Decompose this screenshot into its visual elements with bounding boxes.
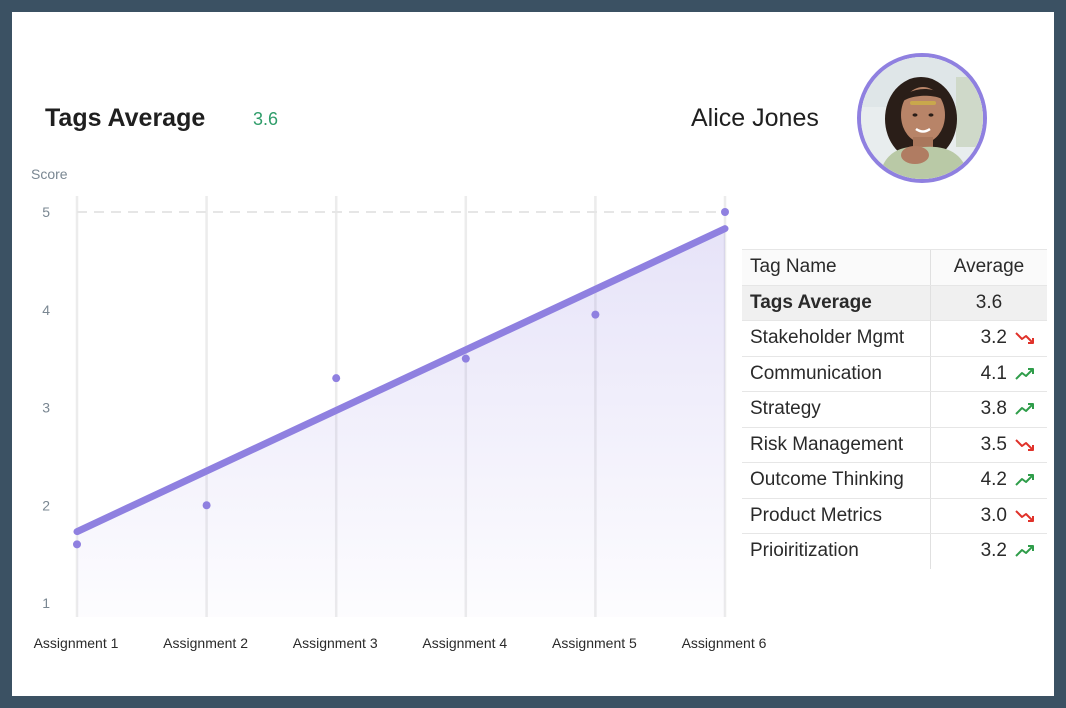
table-row: Strategy 3.8 xyxy=(742,391,1047,428)
summary-name: Tags Average xyxy=(742,285,931,321)
x-tick-label: Assignment 1 xyxy=(34,635,119,651)
table-row: Product Metrics 3.0 xyxy=(742,498,1047,534)
tag-name: Communication xyxy=(742,356,931,392)
y-tick-label: 1 xyxy=(42,595,50,611)
data-point xyxy=(461,354,470,363)
tag-name: Outcome Thinking xyxy=(742,462,931,499)
tag-name: Prioiritization xyxy=(750,540,859,562)
table-row: Stakeholder Mgmt 3.2 xyxy=(742,320,1047,357)
data-point xyxy=(591,310,600,319)
y-tick-label: 2 xyxy=(42,497,50,513)
tag-name: Stakeholder Mgmt xyxy=(742,320,931,357)
trend-up-icon xyxy=(1015,474,1034,486)
tags-average-value: 3.6 xyxy=(253,109,279,129)
table-header-row: Tag Name Average xyxy=(742,249,1047,286)
tag-average: 3.0 xyxy=(930,498,1047,534)
trend-up-icon xyxy=(1015,403,1034,415)
table-row: Outcome Thinking 4.2 xyxy=(742,462,1047,499)
tag-name: Risk Management xyxy=(742,427,931,463)
tag-name: Product Metrics xyxy=(742,498,931,534)
trend-up-icon xyxy=(1015,545,1034,557)
x-tick-label: Assignment 5 xyxy=(552,635,637,651)
column-header-average[interactable]: Average xyxy=(930,249,1047,286)
trend-line xyxy=(73,225,729,536)
tag-average-value: 3.8 xyxy=(980,398,1007,420)
tag-average-value: 3.2 xyxy=(980,540,1007,562)
avatar-image xyxy=(861,57,983,179)
tags-table: Tag Name Average Tags Average 3.6 Stakeh… xyxy=(742,249,1047,569)
avatar xyxy=(857,53,987,183)
score-chart: Score 1 2 3 4 5 Assignment 1 Assignment 2 Assign… xyxy=(12,162,772,662)
tag-average: 4.1 xyxy=(930,356,1047,392)
data-point xyxy=(202,501,211,510)
data-point xyxy=(73,540,81,549)
x-tick-label: Assignment 4 xyxy=(422,635,507,651)
data-point xyxy=(721,208,729,216)
trend-down-icon xyxy=(1015,510,1034,522)
y-axis-title: Score xyxy=(31,166,68,182)
tag-average-value: 3.0 xyxy=(980,504,1007,526)
table-row: Risk Management 3.5 xyxy=(742,427,1047,463)
table-row: Communication 4.1 xyxy=(742,356,1047,392)
summary-value: 3.6 xyxy=(930,285,1047,321)
tag-name: Strategy xyxy=(742,391,931,428)
x-tick-label: Assignment 2 xyxy=(163,635,248,651)
score-chart-svg: Score 1 2 3 4 5 Assignment 1 Assignment 2 Assign… xyxy=(31,166,767,651)
column-header-tag-name[interactable]: Tag Name xyxy=(742,249,931,286)
x-tick-label: Assignment 3 xyxy=(293,635,378,651)
dashboard-card: Tags Average 3.6 Alice Jones Score 1 2 3 4 5 A… xyxy=(12,12,1054,696)
page-title: Tags Average xyxy=(45,104,206,132)
tag-average: 4.2 xyxy=(930,462,1047,499)
y-tick-label: 3 xyxy=(42,400,50,416)
trend-area xyxy=(77,228,725,617)
tag-average-value: 4.1 xyxy=(980,362,1007,384)
trend-down-icon xyxy=(1015,332,1034,345)
y-tick-label: 5 xyxy=(42,204,50,220)
user-name: Alice Jones xyxy=(691,104,819,132)
tag-average-value: 3.5 xyxy=(980,433,1007,455)
data-point xyxy=(332,374,341,383)
tag-average-value: 3.2 xyxy=(980,327,1007,349)
tag-average: 3.8 xyxy=(930,391,1047,428)
table-row: Prioiritization 3.2 xyxy=(742,533,1047,569)
tag-average: 3.2 xyxy=(930,320,1047,357)
x-tick-label: Assignment 6 xyxy=(682,635,767,651)
tag-average: 3.5 xyxy=(930,427,1047,463)
y-tick-label: 4 xyxy=(42,302,50,318)
tag-average-value: 4.2 xyxy=(980,469,1007,491)
trend-up-icon xyxy=(1015,367,1034,380)
trend-down-icon xyxy=(1015,439,1034,451)
tag-average: 3.2 xyxy=(930,533,1047,569)
table-summary-row: Tags Average 3.6 xyxy=(742,285,1047,321)
